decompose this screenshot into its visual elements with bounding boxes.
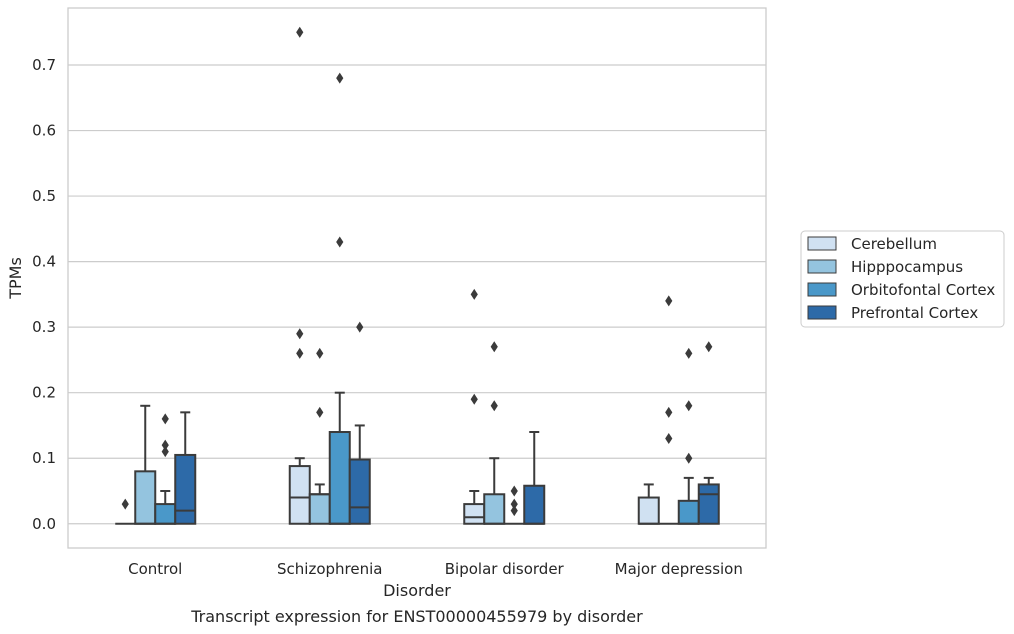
box [154, 503, 177, 525]
box [677, 499, 700, 525]
y-tick-label: 0.4 [32, 253, 56, 271]
outlier-point [470, 288, 478, 300]
box-group [348, 321, 371, 525]
box-group [658, 295, 679, 525]
y-tick-label: 0.5 [32, 187, 56, 205]
box-group [463, 288, 486, 525]
outlier-point [490, 400, 498, 412]
box-group [677, 347, 700, 525]
box [348, 458, 371, 525]
outlier-point [685, 400, 693, 412]
outlier-point [296, 328, 304, 340]
x-tick-label: Major depression [615, 560, 743, 578]
box [288, 465, 311, 525]
box-group [504, 485, 525, 525]
box-group [288, 26, 311, 525]
y-tick-label: 0.1 [32, 449, 56, 467]
legend-swatch [807, 282, 837, 297]
outlier-point [161, 413, 169, 425]
box [697, 483, 720, 525]
outlier-point [685, 452, 693, 464]
y-tick-label: 0.3 [32, 318, 56, 336]
legend-swatch [807, 259, 837, 274]
outlier-point [685, 347, 693, 359]
box-group [174, 411, 197, 525]
x-tick-label: Control [128, 560, 182, 578]
x-tick-label: Bipolar disorder [445, 560, 565, 578]
outlier-point [316, 406, 324, 418]
box [463, 503, 486, 525]
plot-area-frame [67, 7, 767, 549]
outlier-point [665, 406, 673, 418]
gridlines [68, 64, 766, 525]
outlier-point [336, 236, 344, 248]
box-group [637, 483, 660, 525]
box-group [115, 498, 136, 525]
outlier-point [470, 393, 478, 405]
outlier-point [510, 498, 518, 510]
outlier-point [665, 295, 673, 307]
y-tick-label: 0.6 [32, 122, 56, 140]
box [134, 470, 157, 525]
box [523, 484, 546, 525]
chart-caption: Transcript expression for ENST0000045597… [190, 607, 643, 626]
plot-marks [115, 26, 720, 525]
outlier-point [296, 347, 304, 359]
legend-swatch [807, 305, 837, 320]
y-tick-label: 0.2 [32, 384, 56, 402]
box [308, 493, 331, 525]
outlier-point [161, 446, 169, 458]
outlier-point [705, 341, 713, 353]
legend-label: Hipppocampus [851, 258, 963, 276]
legend-label: Cerebellum [851, 235, 937, 253]
box [483, 493, 506, 525]
y-tick-label: 0.7 [32, 56, 56, 74]
outlier-point [336, 72, 344, 84]
legend-label: Orbitofontal Cortex [851, 281, 995, 299]
box-group [523, 431, 546, 525]
x-tick-label: Schizophrenia [277, 560, 382, 578]
outlier-point [490, 341, 498, 353]
y-tick-label: 0.0 [32, 515, 56, 533]
outlier-point [296, 26, 304, 38]
outlier-point [356, 321, 364, 333]
x-axis-ticks: Control Schizophrenia Bipolar disorder Majo… [128, 560, 743, 578]
box-group [697, 341, 720, 525]
box-group [134, 404, 157, 525]
box-group [308, 347, 331, 525]
y-axis-label: TPMs [6, 257, 25, 300]
outlier-point [510, 505, 518, 517]
outlier-point [161, 439, 169, 451]
y-axis-ticks: 0.0 0.1 0.2 0.3 0.4 0.5 0.6 0.7 [32, 56, 56, 533]
box [328, 431, 351, 525]
outlier-point [121, 498, 129, 510]
box [174, 453, 197, 525]
legend-label: Prefrontal Cortex [851, 304, 978, 322]
box-group [328, 72, 351, 525]
outlier-point [665, 433, 673, 445]
legend-frame [800, 230, 1005, 328]
outlier-point [316, 347, 324, 359]
box [637, 496, 660, 525]
legend: Cerebellum Hipppocampus Orbitofontal Corte… [800, 230, 1005, 328]
box-group [154, 413, 177, 525]
outlier-point [510, 485, 518, 497]
legend-swatch [807, 236, 837, 251]
box-group [483, 341, 506, 525]
x-axis-label: Disorder [383, 581, 451, 600]
